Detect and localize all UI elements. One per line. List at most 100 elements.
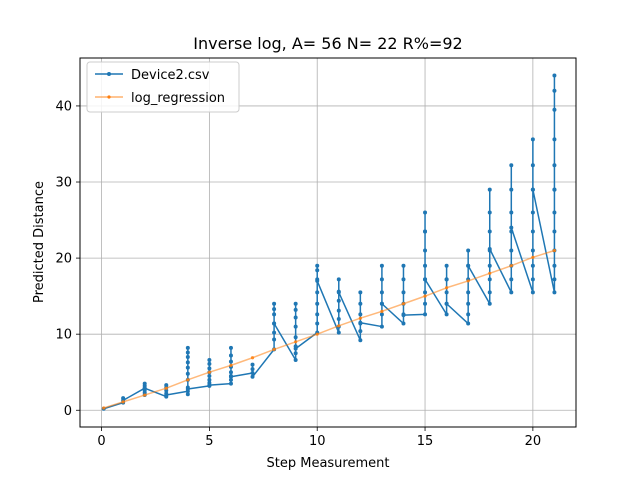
data-point [121, 400, 125, 404]
data-point [466, 321, 471, 326]
data-point [228, 359, 233, 364]
data-point [552, 290, 557, 295]
data-point [379, 290, 384, 295]
data-point [315, 263, 320, 268]
data-point [552, 163, 557, 168]
data-point [487, 187, 492, 192]
data-point [423, 301, 428, 306]
legend-marker-log-regression [107, 95, 111, 99]
data-point [358, 338, 363, 343]
data-point [487, 290, 492, 295]
data-point [229, 363, 233, 367]
data-point [530, 187, 535, 192]
data-point [552, 187, 557, 192]
data-point [164, 386, 168, 390]
legend: Device2.csv log_regression [86, 61, 240, 113]
data-point [185, 350, 190, 355]
data-point [315, 268, 320, 273]
data-point [272, 301, 277, 306]
series-line-log-regression [103, 249, 555, 409]
data-point [487, 210, 492, 215]
legend-marker-device2 [107, 72, 111, 76]
data-point [423, 312, 428, 317]
x-tick-label: 5 [205, 434, 213, 449]
data-point [445, 286, 449, 290]
legend-label-log-regression: log_regression [131, 91, 225, 106]
data-point [552, 137, 557, 142]
y-tick-label: 40 [55, 99, 72, 114]
data-point [509, 210, 514, 215]
data-point [530, 248, 535, 253]
data-point [379, 263, 384, 268]
data-point [530, 290, 535, 295]
data-point [530, 229, 535, 234]
data-point [336, 298, 341, 303]
legend-frame [86, 61, 240, 113]
data-point [466, 312, 471, 317]
data-point [315, 332, 319, 336]
data-point [336, 308, 341, 313]
data-point [401, 321, 406, 326]
data-point [186, 378, 190, 382]
data-point [315, 301, 320, 306]
data-point [185, 371, 190, 376]
data-point [250, 362, 255, 367]
data-point [228, 377, 233, 382]
data-point [509, 163, 514, 168]
data-point [531, 255, 535, 259]
data-point [228, 370, 233, 375]
data-point [185, 345, 190, 350]
y-tick-label: 0 [64, 404, 72, 419]
data-point [423, 248, 428, 253]
data-point [488, 271, 492, 275]
data-point [444, 301, 449, 306]
data-point [444, 263, 449, 268]
y-tick-label: 10 [55, 328, 72, 343]
data-point [423, 229, 428, 234]
data-point [466, 263, 471, 268]
data-point [293, 335, 298, 340]
data-point [552, 88, 557, 93]
data-point [509, 229, 514, 234]
y-tick-label: 20 [55, 252, 72, 267]
data-point [272, 312, 277, 317]
data-point [142, 386, 147, 391]
chart-title: Inverse log, A= 56 N= 22 R%=92 [193, 34, 462, 53]
data-point [552, 210, 557, 215]
data-point [509, 264, 513, 268]
data-point [423, 263, 428, 268]
data-point [423, 294, 427, 298]
data-point [250, 374, 255, 379]
data-point [530, 210, 535, 215]
y-axis-title: Predicted Distance [32, 181, 47, 303]
data-point [380, 309, 384, 313]
data-point [164, 388, 169, 393]
data-point [207, 383, 212, 388]
data-point [509, 225, 514, 230]
plot-frame [79, 57, 577, 428]
data-point [250, 370, 255, 375]
data-point [272, 330, 277, 335]
data-point [207, 361, 212, 366]
data-point [379, 301, 384, 306]
data-point [379, 277, 384, 282]
data-point [185, 360, 190, 365]
data-point [207, 377, 212, 382]
series-layer [101, 73, 557, 411]
data-point [293, 301, 298, 306]
series-log-regression [102, 248, 557, 410]
data-point [228, 374, 233, 379]
data-point [379, 312, 384, 317]
data-point [423, 277, 428, 282]
data-point [272, 307, 277, 312]
data-point [228, 353, 233, 358]
data-point [401, 277, 406, 282]
data-point [358, 320, 363, 325]
data-point [143, 393, 147, 397]
data-point [530, 263, 535, 268]
data-point [358, 312, 363, 317]
data-point [250, 356, 255, 360]
legend-label-device2: Device2.csv [131, 68, 210, 83]
data-point [444, 277, 449, 282]
